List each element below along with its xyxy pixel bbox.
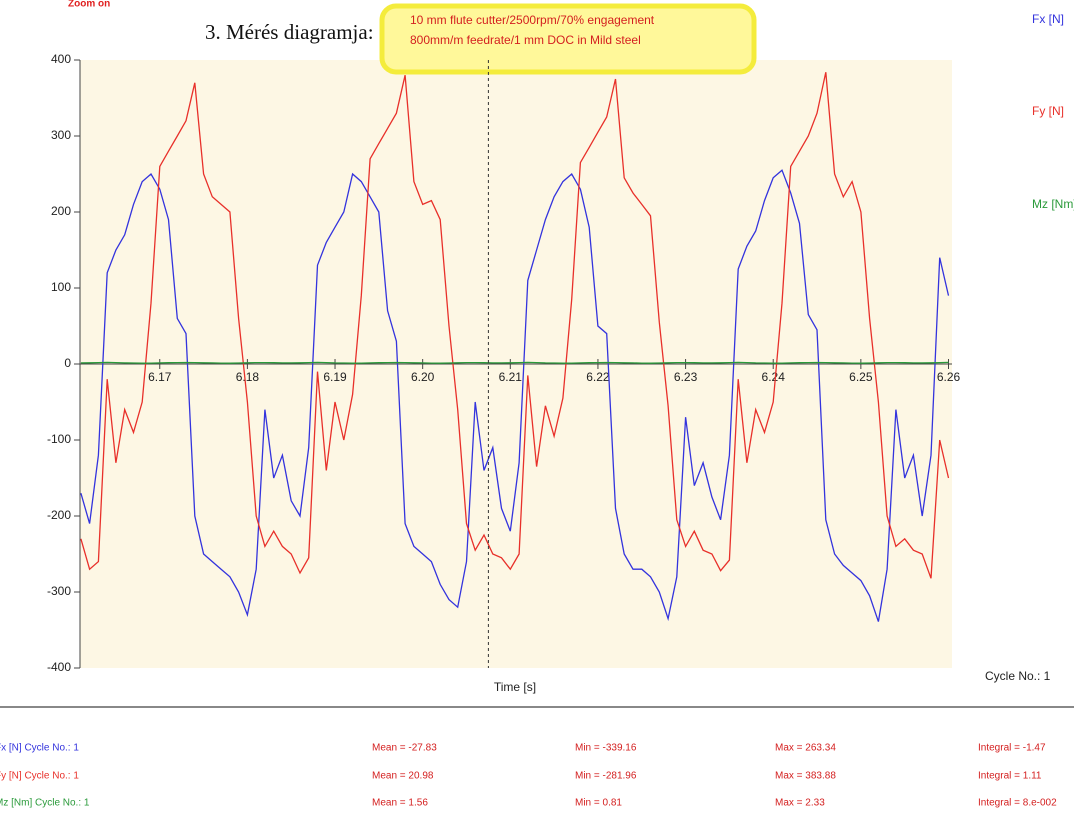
y-tick-label: -100 — [47, 432, 71, 446]
stat-value: Max = 2.33 — [775, 798, 825, 809]
chart-title: 3. Mérés diagramja: — [205, 20, 374, 44]
x-tick-label: 6.20 — [411, 370, 435, 384]
series-line — [80, 72, 950, 579]
legend-entry: Fy [N] — [1032, 104, 1064, 118]
stat-value: Integral = 8.e-002 — [978, 798, 1057, 809]
series-line — [80, 169, 950, 622]
stat-name: Mz [Nm] Cycle No.: 1 — [0, 798, 90, 809]
x-tick-label: 6.18 — [236, 370, 260, 384]
stat-name: Fx [N] Cycle No.: 1 — [0, 743, 79, 754]
stat-value: Min = -281.96 — [575, 771, 637, 782]
y-tick-label: 200 — [51, 204, 71, 218]
stat-value: Mean = 20.98 — [372, 771, 434, 782]
stat-value: Max = 263.34 — [775, 743, 836, 754]
cycle-label: Cycle No.: 1 — [985, 669, 1051, 683]
x-tick-label: 6.17 — [148, 370, 172, 384]
x-tick-label: 6.24 — [762, 370, 786, 384]
series-line — [80, 361, 949, 364]
y-tick-label: 0 — [64, 356, 71, 370]
x-tick-label: 6.22 — [586, 370, 610, 384]
x-axis-label: Time [s] — [494, 680, 536, 694]
annotation-line: 800mm/m feedrate/1 mm DOC in Mild steel — [410, 33, 641, 47]
zoom-label[interactable]: Zoom on — [68, 0, 110, 10]
y-tick-label: 100 — [51, 280, 71, 294]
stat-value: Min = -339.16 — [575, 743, 637, 754]
y-tick-label: 400 — [51, 52, 71, 66]
y-tick-label: 300 — [51, 128, 71, 142]
x-tick-label: 6.23 — [674, 370, 698, 384]
annotation-line: 10 mm flute cutter/2500rpm/70% engagemen… — [410, 13, 655, 27]
x-tick-label: 6.21 — [499, 370, 523, 384]
y-tick-label: -400 — [47, 660, 71, 674]
stat-name: Fy [N] Cycle No.: 1 — [0, 771, 79, 782]
stat-value: Integral = 1.11 — [978, 771, 1042, 782]
stat-value: Mean = -27.83 — [372, 743, 437, 754]
stat-value: Min = 0.81 — [575, 798, 622, 809]
x-tick-label: 6.25 — [849, 370, 873, 384]
y-tick-label: -300 — [47, 584, 71, 598]
stat-value: Mean = 1.56 — [372, 798, 428, 809]
annotation-box — [379, 3, 757, 75]
legend-entry: Mz [Nm] — [1032, 197, 1074, 211]
stat-value: Max = 383.88 — [775, 771, 836, 782]
x-tick-label: 6.26 — [937, 370, 961, 384]
y-tick-label: -200 — [47, 508, 71, 522]
x-tick-label: 6.19 — [323, 370, 347, 384]
legend-entry: Fx [N] — [1032, 12, 1064, 26]
stat-value: Integral = -1.47 — [978, 743, 1046, 754]
